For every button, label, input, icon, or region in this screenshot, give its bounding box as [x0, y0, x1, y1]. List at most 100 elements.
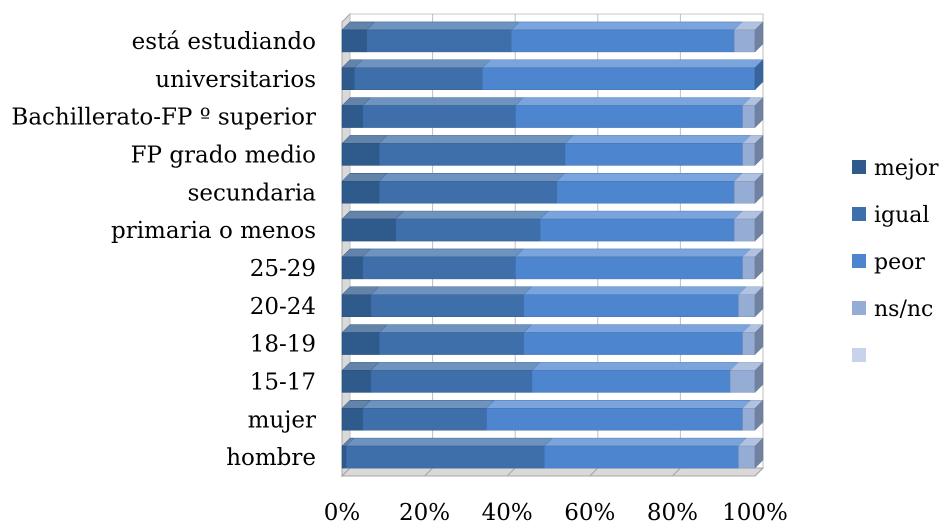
x-tick-label: 100%: [722, 500, 788, 526]
bar-segment: [341, 67, 355, 90]
gridline-floor: [506, 467, 516, 477]
bar-segment: [482, 67, 756, 90]
category-label: Bachillerato-FP º superior: [11, 105, 316, 131]
bar-segment: [544, 445, 739, 469]
x-tick-label: 60%: [564, 500, 615, 526]
gridline-floor: [341, 467, 351, 477]
bar-segment: [341, 256, 363, 280]
bar-segment: [378, 181, 558, 204]
bar-end-face: [754, 21, 764, 53]
bar-segment-top: [366, 21, 520, 31]
bar-segment-top: [378, 173, 566, 182]
bar-end-face: [754, 399, 764, 431]
bar-segment-top: [345, 437, 553, 447]
bar-segment: [341, 218, 396, 242]
bar-segment: [366, 29, 512, 53]
bar-end-face: [754, 210, 764, 242]
bar-segment-top: [556, 173, 743, 182]
bar-segment-top: [370, 286, 533, 295]
bar-segment: [738, 445, 756, 469]
bar-segment: [362, 105, 516, 128]
bar-segment-top: [564, 135, 752, 144]
bar-end-face: [754, 172, 764, 204]
x-tick-label: 40%: [482, 500, 533, 526]
x-tick-label: 20%: [399, 500, 450, 526]
bar-segment-top: [341, 210, 405, 220]
bar-segment: [734, 181, 756, 204]
bar-segment-top: [543, 437, 748, 447]
bar-segment-top: [362, 248, 525, 258]
bar-segment-top: [378, 324, 533, 333]
legend-label: ns/nc: [874, 297, 933, 322]
bar-segment: [742, 143, 756, 166]
category-label: secundaria: [188, 180, 317, 206]
legend-label: peor: [874, 250, 925, 275]
legend-swatch: [852, 207, 866, 221]
bar-segment: [734, 218, 756, 242]
bar-segment: [531, 370, 731, 393]
bar-segment-top: [378, 135, 574, 144]
bar-segment: [341, 181, 380, 204]
category-label: universitarios: [155, 67, 316, 93]
category-label: 25-29: [250, 256, 316, 282]
bar-end-face: [754, 96, 764, 129]
bar-segment: [523, 332, 743, 355]
bar-segment-top: [514, 248, 752, 258]
legend-swatch: [852, 160, 866, 174]
bar-segment-top: [485, 400, 752, 409]
bar-segment: [341, 332, 380, 355]
bar-segment: [564, 143, 743, 166]
bar-segment: [378, 143, 566, 166]
bar-end-face: [754, 248, 764, 280]
x-tick-label: 0%: [324, 500, 361, 526]
category-label: hombre: [226, 445, 316, 471]
bar-segment: [515, 105, 743, 128]
bar-segment: [395, 218, 541, 242]
bar-segment-top: [531, 362, 739, 371]
bar-segment: [362, 408, 487, 431]
category-label: primaria o menos: [111, 218, 316, 244]
bar-segment: [341, 370, 372, 393]
category-label: 20-24: [250, 294, 316, 320]
bar-segment: [556, 181, 735, 204]
legend-label: igual: [874, 203, 929, 228]
bar-end-face: [754, 437, 764, 469]
bar-segment-top: [523, 324, 752, 333]
bar-segment-top: [362, 97, 525, 106]
bar-segment: [345, 445, 545, 469]
bar-segment: [742, 408, 756, 431]
category-label: mujer: [248, 407, 316, 433]
bar-segment: [341, 408, 363, 431]
bar-segment-top: [353, 59, 492, 68]
gridline-floor: [424, 467, 433, 477]
bar-segment: [729, 370, 756, 393]
category-label: está estudiando: [132, 29, 316, 55]
legend-swatch: [852, 348, 866, 362]
legend-label: mejor: [874, 156, 939, 181]
bar-end-face: [754, 134, 764, 167]
plot-floor: [340, 467, 765, 477]
bar-segment-top: [523, 286, 748, 295]
bar-segment-top: [370, 362, 541, 371]
category-label: FP grado medio: [131, 142, 316, 168]
bar-segment: [742, 105, 756, 128]
bar-segment: [370, 370, 533, 393]
bar-segment: [523, 294, 739, 317]
category-label: 15-17: [250, 369, 316, 395]
bar-segment: [341, 445, 347, 469]
gridline-floor: [754, 467, 764, 477]
bar-segment: [341, 143, 380, 166]
legend-swatch: [852, 301, 866, 315]
x-tick-label: 80%: [647, 500, 698, 526]
bar-segment-top: [362, 400, 496, 409]
bar-segment: [742, 332, 756, 355]
bar-segment: [341, 294, 372, 317]
bar-segment-top: [395, 210, 549, 220]
bar-segment: [341, 105, 363, 128]
bar-end-face: [754, 323, 764, 356]
bar-segment: [354, 67, 483, 90]
bar-segment: [486, 408, 743, 431]
bar-segment-top: [539, 210, 743, 220]
legend-swatch: [852, 254, 866, 268]
